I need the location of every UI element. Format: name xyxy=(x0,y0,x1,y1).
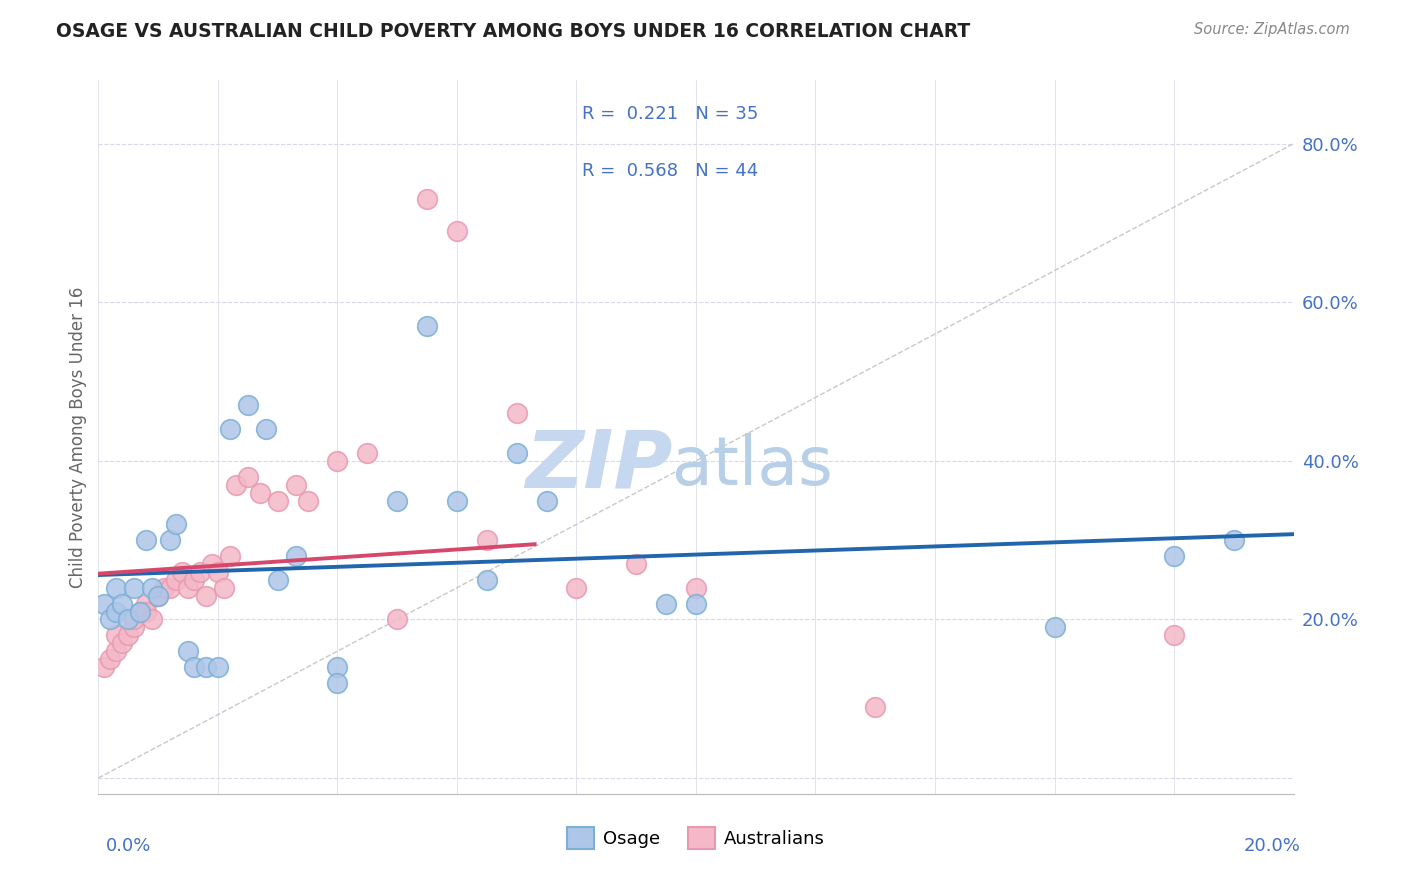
Point xyxy=(129,605,152,619)
Point xyxy=(124,620,146,634)
Point xyxy=(135,597,157,611)
Y-axis label: Child Poverty Among Boys Under 16: Child Poverty Among Boys Under 16 xyxy=(69,286,87,588)
Point xyxy=(124,612,146,626)
Point xyxy=(267,573,290,587)
Point xyxy=(626,557,648,571)
Point xyxy=(506,406,529,420)
Point xyxy=(172,565,194,579)
Text: 0.0%: 0.0% xyxy=(105,837,150,855)
Point xyxy=(655,597,678,611)
Text: OSAGE VS AUSTRALIAN CHILD POVERTY AMONG BOYS UNDER 16 CORRELATION CHART: OSAGE VS AUSTRALIAN CHILD POVERTY AMONG … xyxy=(56,22,970,41)
Point xyxy=(236,469,259,483)
Point xyxy=(385,493,409,508)
Point xyxy=(565,581,588,595)
Point xyxy=(117,628,139,642)
Point xyxy=(129,605,152,619)
Point xyxy=(148,589,170,603)
Point xyxy=(1043,620,1066,634)
Point xyxy=(159,533,181,548)
Point xyxy=(685,597,707,611)
Point xyxy=(326,660,349,674)
Point xyxy=(105,628,128,642)
Point xyxy=(105,644,128,658)
Text: ZIP: ZIP xyxy=(524,426,672,505)
Point xyxy=(236,398,259,412)
Point xyxy=(165,573,187,587)
Point xyxy=(1163,628,1185,642)
Text: R =  0.568   N = 44: R = 0.568 N = 44 xyxy=(582,162,759,180)
Legend: Osage, Australians: Osage, Australians xyxy=(560,820,832,856)
Point xyxy=(141,581,163,595)
Point xyxy=(865,699,887,714)
Point xyxy=(1163,549,1185,563)
Text: Source: ZipAtlas.com: Source: ZipAtlas.com xyxy=(1194,22,1350,37)
Point xyxy=(267,493,290,508)
Text: R =  0.221   N = 35: R = 0.221 N = 35 xyxy=(582,105,759,123)
Point xyxy=(177,581,200,595)
Point xyxy=(98,652,122,666)
Point xyxy=(129,605,152,619)
Point xyxy=(183,660,205,674)
Point xyxy=(159,581,181,595)
Point xyxy=(284,549,307,563)
Point xyxy=(254,422,277,436)
Point xyxy=(475,533,498,548)
Point xyxy=(111,636,134,650)
Point xyxy=(188,565,211,579)
Point xyxy=(183,573,205,587)
Point xyxy=(446,493,468,508)
Point xyxy=(195,589,218,603)
Point xyxy=(212,581,235,595)
Point xyxy=(475,573,498,587)
Point xyxy=(416,192,439,206)
Point xyxy=(177,644,200,658)
Point xyxy=(93,597,115,611)
Point xyxy=(536,493,558,508)
Point xyxy=(105,581,128,595)
Point xyxy=(98,612,122,626)
Point xyxy=(685,581,707,595)
Point xyxy=(326,676,349,690)
Point xyxy=(284,477,307,491)
Point xyxy=(124,581,146,595)
Point xyxy=(165,517,187,532)
Point xyxy=(385,612,409,626)
Point xyxy=(1223,533,1246,548)
Point xyxy=(446,224,468,238)
Point xyxy=(93,660,115,674)
Point xyxy=(117,612,139,626)
Point xyxy=(135,533,157,548)
Point xyxy=(219,549,242,563)
Point xyxy=(225,477,247,491)
Point xyxy=(249,485,271,500)
Point xyxy=(207,660,229,674)
Point xyxy=(195,660,218,674)
Point xyxy=(506,446,529,460)
Point xyxy=(135,605,157,619)
Point xyxy=(219,422,242,436)
Point xyxy=(201,557,224,571)
Text: 20.0%: 20.0% xyxy=(1244,837,1301,855)
Text: atlas: atlas xyxy=(672,433,832,499)
Point xyxy=(148,589,170,603)
Point xyxy=(111,597,134,611)
Point xyxy=(105,605,128,619)
Point xyxy=(297,493,319,508)
Point xyxy=(207,565,229,579)
Point xyxy=(153,581,176,595)
Point xyxy=(141,612,163,626)
Point xyxy=(326,454,349,468)
Point xyxy=(356,446,378,460)
Point xyxy=(416,319,439,334)
